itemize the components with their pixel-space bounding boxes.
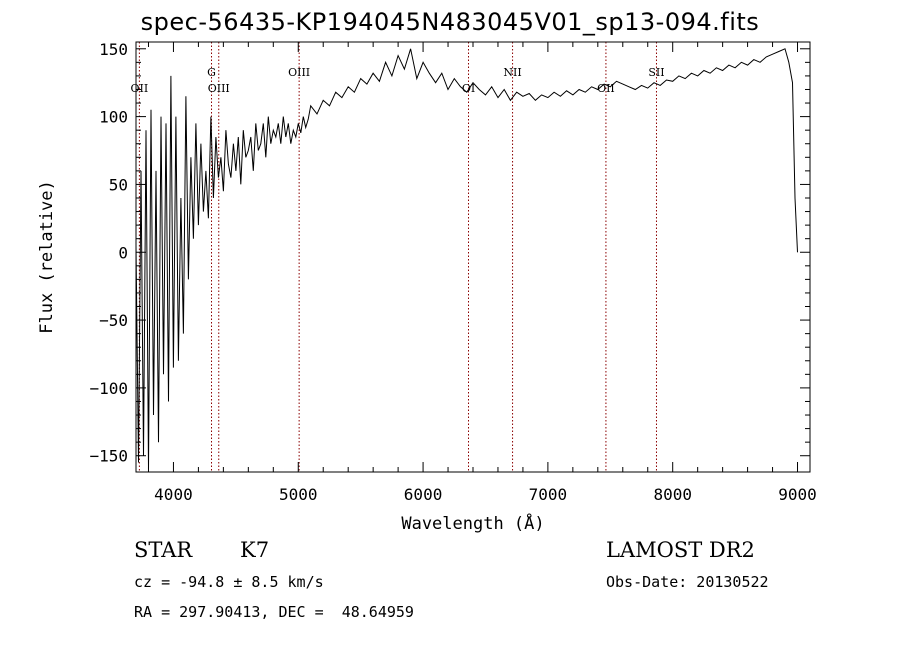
y-tick-label: 150 (99, 40, 128, 59)
y-tick-label: −50 (99, 311, 128, 330)
y-tick-label: 0 (118, 243, 128, 262)
object-subclass: K7 (240, 538, 270, 562)
y-tick-label: −100 (89, 379, 128, 398)
y-tick-label: 50 (109, 175, 128, 194)
spectral-line-label: SII (648, 66, 664, 79)
flux-series-layer (135, 48, 798, 470)
x-tick-label: 5000 (279, 485, 318, 504)
chart-title: spec-56435-KP194045N483045V01_sp13-094.f… (140, 8, 760, 36)
spectral-line-label: NII (503, 66, 521, 79)
x-tick-label: 8000 (653, 485, 692, 504)
spectral-lines-layer: OII G OIII OIII OI NII OII SII (131, 42, 665, 472)
y-tick-label: −150 (89, 447, 128, 466)
spectral-line-label: OII (597, 82, 615, 95)
spectral-line-label: OI (462, 82, 475, 95)
x-tick-label: 9000 (778, 485, 817, 504)
y-tick-label: 100 (99, 108, 128, 127)
x-tick-label: 7000 (529, 485, 568, 504)
flux-series-line (135, 48, 798, 470)
survey-label: LAMOST DR2 (606, 538, 755, 562)
spectral-line-label: OII (131, 82, 149, 95)
x-tick-label: 4000 (154, 485, 193, 504)
object-class: STAR (134, 538, 193, 562)
plot-frame (135, 41, 811, 473)
spectral-line-label: G (207, 66, 216, 79)
coordinates-text: RA = 297.90413, DEC = 48.64959 (134, 603, 414, 621)
spectral-line-label: OIII (208, 82, 230, 95)
redshift-text: cz = -94.8 ± 8.5 km/s (134, 573, 324, 591)
obs-date-text: Obs-Date: 20130522 (606, 573, 769, 591)
axis-labels-layer: Wavelength (Å) Flux (relative) (37, 180, 545, 534)
spectral-line-label: OIII (288, 66, 310, 79)
y-axis-label: Flux (relative) (37, 180, 57, 334)
axes-layer: 4000 5000 6000 7000 8000 9000 150 100 50 0 −50 −100… (89, 40, 816, 504)
x-tick-label: 6000 (404, 485, 443, 504)
x-axis-label: Wavelength (Å) (401, 512, 544, 534)
